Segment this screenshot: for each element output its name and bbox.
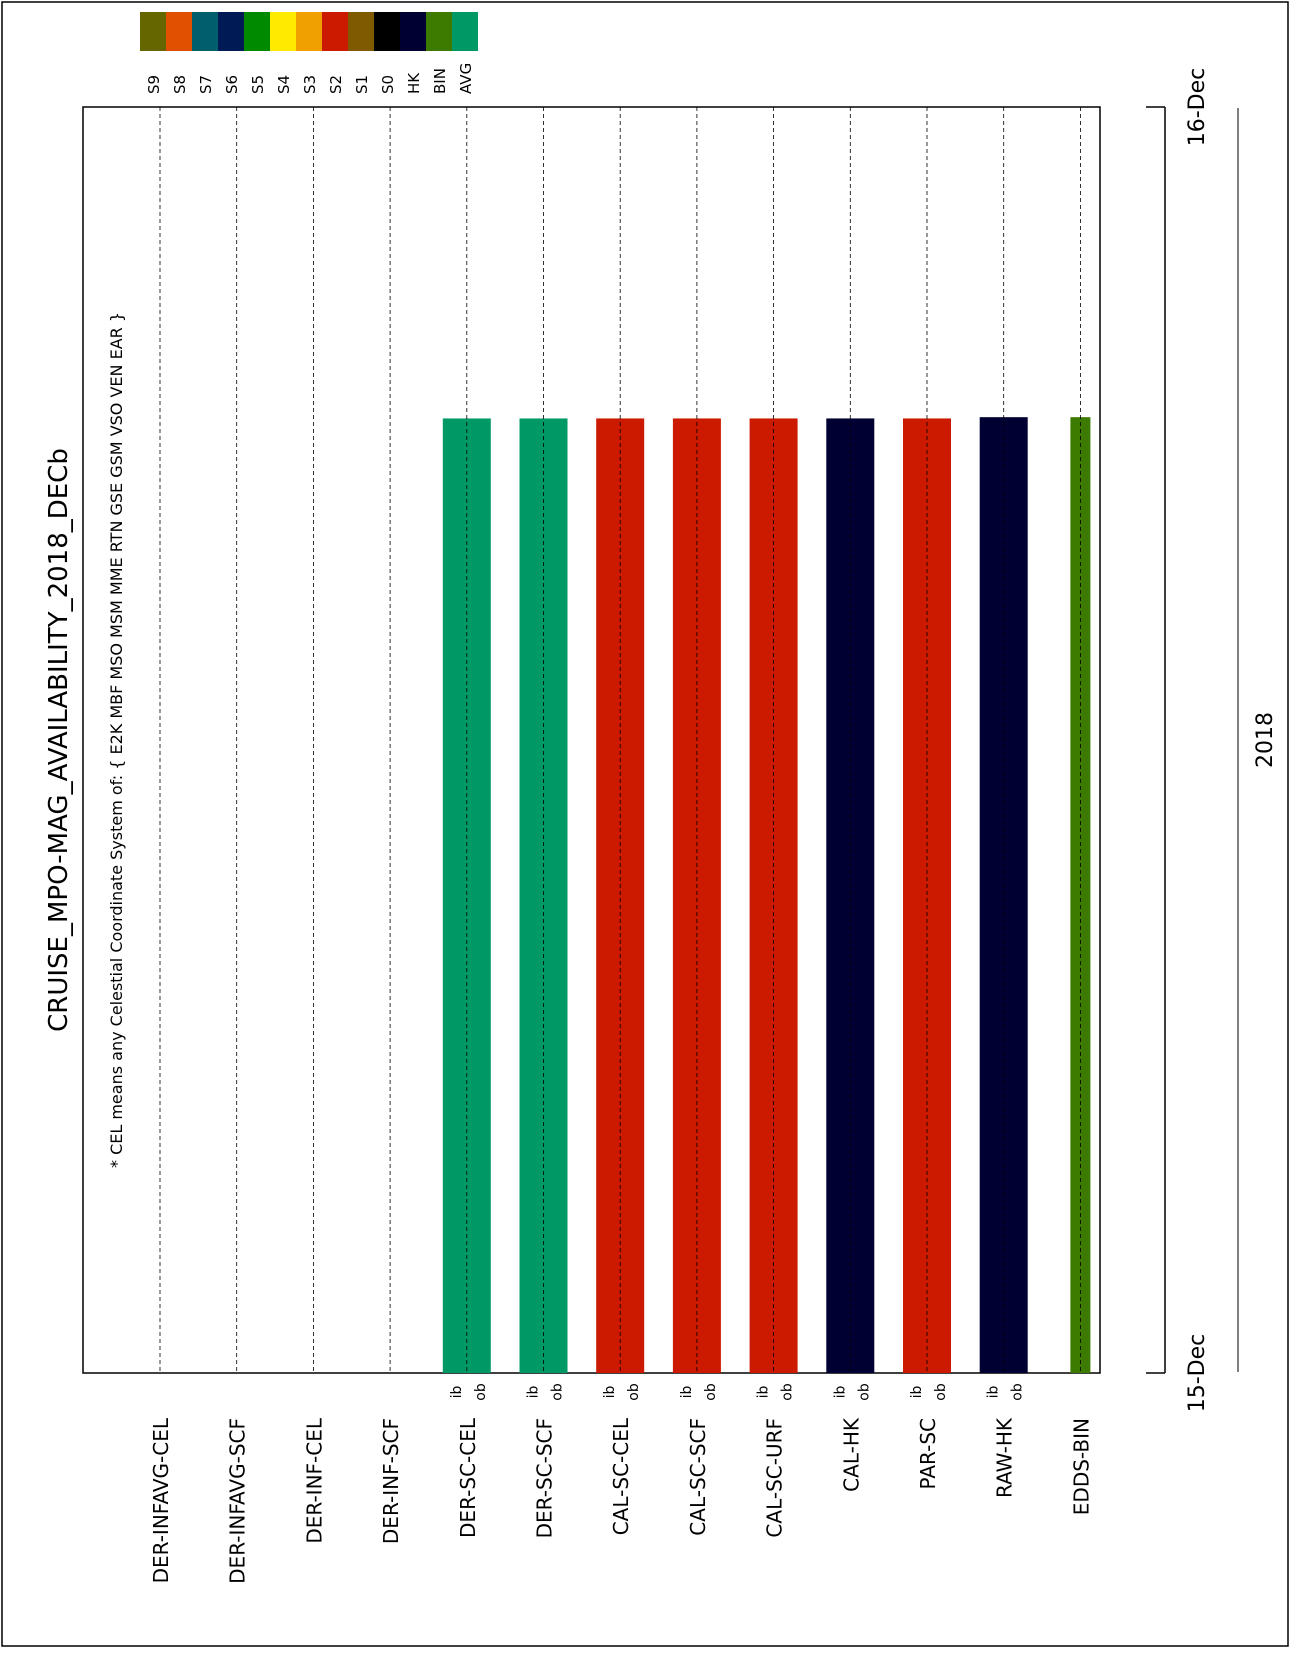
legend-label: S6 [223,75,241,94]
time-start-label: 15-Dec [1185,1334,1210,1413]
legend-label: S5 [249,75,267,94]
row-cal-hk: ib ob CAL-HK [826,107,875,1492]
legend-label: S8 [171,75,189,94]
legend-swatch-s0 [374,12,400,51]
row-label: RAW-HK [993,1417,1017,1498]
row-label: EDDS-BIN [1069,1418,1093,1515]
legend-swatch-s6 [218,12,244,51]
row-edds-bin: EDDS-BIN [1069,107,1093,1515]
ob-label: ob [473,1383,489,1401]
legend-label: S7 [197,75,215,94]
row-label: PAR-SC [916,1418,940,1489]
ob-label: ob [1010,1383,1026,1401]
year-label: 2018 [1253,712,1278,768]
legend-swatch-bin [426,12,452,51]
bar [1070,417,1091,1373]
ob-label: ob [780,1383,796,1401]
legend-label: S1 [353,75,371,94]
legend-swatch-s2 [322,12,348,51]
ib-label: ib [679,1386,695,1399]
row-der-infavg-cel: DER-INFAVG-CEL [149,107,173,1583]
ob-label: ob [626,1383,642,1401]
legend-swatch-avg [452,12,478,51]
ib-label: ib [602,1386,618,1399]
plot-frame [82,106,1101,1374]
row-label: DER-SC-SCF [533,1418,557,1538]
ib-label: ib [756,1386,772,1399]
legend-swatch-s9 [140,12,166,51]
row-label: DER-INF-CEL [302,1417,326,1544]
row-label: CAL-SC-CEL [609,1417,633,1535]
legend-swatch-s5 [244,12,270,51]
row-label: CAL-SC-SCF [686,1418,710,1536]
legend: S9 S8 S7 S6 S5 S4 S3 S2 S1 S0 HK BIN AVG [140,12,478,94]
time-axis: 15-Dec 16-Dec 2018 [1146,68,1278,1413]
legend-swatch-s1 [348,12,374,51]
ib-label: ib [449,1386,465,1399]
row-cal-sc-cel: ib ob CAL-SC-CEL [596,107,645,1535]
row-cal-sc-scf: ib ob CAL-SC-SCF [672,107,721,1536]
legend-label: HK [405,72,423,94]
ib-label: ib [986,1386,1002,1399]
row-label: DER-INF-SCF [379,1418,403,1544]
legend-swatch-s3 [296,12,322,51]
row-label: CAL-SC-URF [763,1418,787,1538]
legend-label: S9 [145,75,163,94]
legend-label: S2 [327,75,345,94]
row-raw-hk: ib ob RAW-HK [979,107,1028,1498]
ob-label: ob [856,1383,872,1401]
time-end-label: 16-Dec [1185,68,1210,147]
row-cal-sc-urf: ib ob CAL-SC-URF [749,107,798,1538]
row-label: DER-INFAVG-SCF [226,1418,250,1584]
row-label: CAL-HK [839,1417,863,1492]
ib-label: ib [832,1386,848,1399]
ib-label: ib [909,1386,925,1399]
ob-label: ob [550,1383,566,1401]
ob-label: ob [933,1383,949,1401]
legend-swatch-s8 [166,12,192,51]
legend-swatch-s7 [192,12,218,51]
row-der-sc-cel: ib ob DER-SC-CEL [442,107,491,1538]
ib-label: ib [526,1386,542,1399]
legend-label: S4 [275,75,293,94]
legend-label: AVG [457,63,475,94]
row-der-sc-scf: ib ob DER-SC-SCF [519,107,568,1538]
chart-note: * CEL means any Celestial Coordinate Sys… [107,312,126,1168]
row-der-infavg-scf: DER-INFAVG-SCF [226,107,250,1584]
legend-label: BIN [431,68,449,94]
row-par-sc: ib ob PAR-SC [903,107,951,1489]
legend-label: S0 [379,75,397,94]
legend-label: S3 [301,75,319,94]
row-label: DER-SC-CEL [456,1417,480,1538]
row-der-inf-scf: DER-INF-SCF [379,107,403,1544]
ob-label: ob [703,1383,719,1401]
chart-title: CRUISE_MPO-MAG_AVAILABILITY_2018_DECb [44,448,74,1032]
legend-swatch-hk [400,12,426,51]
rows: DER-INFAVG-CEL DER-INFAVG-SCF DER-INF-CEL D… [149,107,1093,1584]
legend-swatch-s4 [270,12,296,51]
row-der-inf-cel: DER-INF-CEL [302,107,326,1544]
row-label: DER-INFAVG-CEL [149,1417,173,1583]
